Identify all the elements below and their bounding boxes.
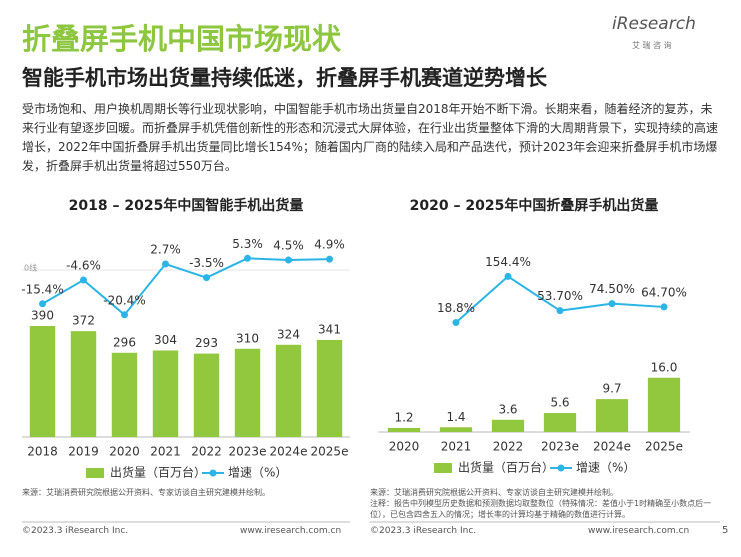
line	[455, 275, 665, 324]
line-point	[504, 272, 512, 280]
source: 来源：艾瑞消费研究院根据公开资料、专家访谈自主研究建模并绘制。	[370, 488, 618, 497]
x-tick-label: 2022	[493, 440, 524, 454]
data-label: 390	[31, 309, 54, 323]
line-point	[608, 300, 616, 308]
x-tick-label: 2025e	[311, 445, 349, 459]
x-tick-label: 2020	[109, 445, 140, 459]
data-label: 5.3%	[232, 237, 263, 251]
logo: iResearch	[612, 14, 696, 34]
line-point	[203, 274, 210, 282]
x-tick-label: 2021	[150, 445, 181, 459]
data-label: 1.2	[394, 410, 413, 424]
chart-title: 2020 – 2025年中国折叠屏手机出货量	[410, 197, 659, 214]
line-point	[121, 311, 128, 319]
data-label: 324	[277, 327, 300, 341]
bar	[29, 326, 56, 437]
data-label: 4.5%	[273, 239, 304, 253]
logo-sub: 艾 瑞 咨 询	[632, 41, 672, 50]
x-tick-label: 2022	[191, 445, 222, 459]
legend-label: 增速（%）	[228, 466, 287, 480]
data-label: 18.8%	[437, 301, 475, 315]
bar	[111, 352, 138, 437]
note: 注释：报告中列模型历史数据和预测数据均取整数位（特殊情况：差值小于1时精确至小数…	[370, 499, 712, 519]
data-label: 4.9%	[314, 238, 345, 252]
data-label: 64.70%	[641, 285, 687, 299]
data-label: 154.4%	[485, 255, 531, 269]
bar	[543, 413, 577, 432]
x-tick-label: 2018	[27, 445, 58, 459]
bar	[491, 419, 525, 432]
x-tick-label: 2024e	[593, 440, 631, 454]
data-label: 341	[318, 322, 341, 336]
line-point	[660, 303, 668, 311]
bar	[275, 344, 302, 437]
x-tick-label: 2020	[389, 440, 420, 454]
legend-label: 出货量（百万台）	[110, 465, 206, 480]
url: www.iresearch.com.cn	[240, 526, 342, 536]
data-label: 3.6	[498, 402, 517, 416]
data-label: 310	[236, 331, 259, 345]
line-point	[285, 256, 292, 264]
data-label: 304	[154, 333, 177, 347]
x-tick-label: 2021	[441, 440, 472, 454]
line-point	[452, 319, 460, 327]
data-label: -20.4%	[103, 293, 145, 307]
legend-label: 增速（%）	[576, 461, 635, 475]
legend-swatch	[434, 463, 452, 473]
bar	[316, 339, 343, 437]
url: www.iresearch.com.cn	[588, 526, 690, 536]
page-number: 5	[722, 525, 729, 536]
copyright: ©2023.3 iResearch Inc.	[22, 526, 129, 536]
legend-label: 出货量（百万台）	[458, 460, 554, 475]
legend-swatch	[209, 469, 217, 477]
x-tick-label: 2019	[68, 445, 99, 459]
data-label: 53.70%	[537, 289, 583, 303]
data-label: 9.7	[602, 382, 621, 396]
line-point	[39, 300, 46, 308]
bar	[387, 427, 421, 432]
data-label: 5.6	[550, 396, 569, 410]
copyright: ©2023.3 iResearch Inc.	[370, 526, 477, 536]
data-label: 372	[72, 314, 95, 328]
source: 来源：艾瑞消费研究院根据公开资料、专家访谈自主研究建模并绘制。	[22, 488, 270, 497]
bar	[193, 353, 220, 437]
x-tick-label: 2025e	[645, 440, 683, 454]
subtitle: 智能手机市场出货量持续低迷，折叠屏手机赛道逆势增长	[22, 66, 547, 90]
line	[41, 257, 330, 317]
bar	[234, 348, 261, 437]
data-label: 2.7%	[150, 243, 181, 257]
data-label: 16.0	[651, 360, 678, 374]
data-label: 74.50%	[589, 282, 635, 296]
line-point	[326, 255, 333, 263]
bar	[439, 427, 473, 432]
line-point	[244, 254, 251, 262]
data-label: -15.4%	[21, 282, 63, 296]
bar	[647, 377, 681, 432]
bar	[152, 350, 179, 437]
x-tick-label: 2024e	[270, 445, 308, 459]
data-label: -4.6%	[66, 259, 101, 273]
line-point	[80, 276, 87, 284]
data-label: -3.5%	[189, 256, 224, 270]
line-point	[556, 307, 564, 315]
title: 折叠屏手机中国市场现状	[22, 22, 342, 56]
chart-title: 2018 – 2025年中国智能手机出货量	[69, 197, 304, 214]
legend-swatch	[86, 468, 104, 478]
legend-swatch	[557, 464, 565, 472]
line-point	[162, 260, 169, 268]
zero-line-label: 0线	[24, 262, 37, 272]
data-label: 296	[113, 335, 136, 349]
body-text: 受市场饱和、用户换机周期长等行业现状影响，中国智能手机市场出货量自2018年开始…	[22, 102, 719, 173]
x-tick-label: 2023e	[229, 445, 267, 459]
x-tick-label: 2023e	[541, 440, 579, 454]
bar	[595, 399, 629, 432]
bar	[70, 331, 97, 437]
data-label: 293	[195, 336, 218, 350]
data-label: 1.4	[446, 410, 465, 424]
